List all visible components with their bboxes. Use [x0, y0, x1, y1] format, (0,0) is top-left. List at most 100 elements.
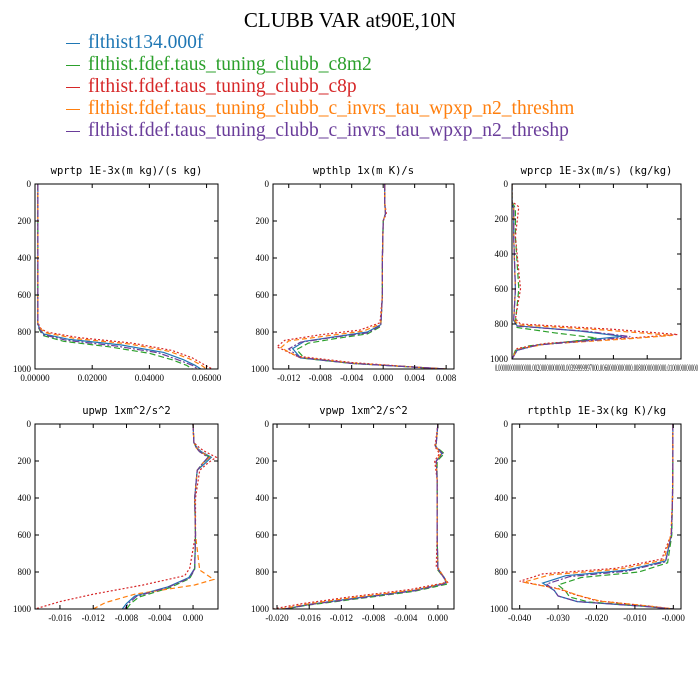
series-line [556, 424, 674, 609]
plot-frame [272, 183, 455, 370]
y-tick-label: 1000 [251, 604, 270, 614]
series-line [287, 184, 447, 369]
series-line [280, 424, 448, 609]
series-group [35, 424, 218, 609]
series-line [519, 424, 674, 609]
panel-title: wpthlp 1x(m K)/s [313, 165, 414, 177]
x-tick-label: 0.02000 [78, 373, 108, 383]
panel-title: vpwp 1xm^2/s^2 [319, 405, 408, 417]
x-tick-label: -0.016 [298, 613, 322, 623]
y-tick-label: 800 [18, 327, 32, 337]
y-tick-label: 200 [495, 456, 509, 466]
y-tick-label: 600 [495, 284, 509, 294]
series-line [284, 424, 447, 609]
x-tick-label: -0.004 [340, 373, 364, 383]
y-tick-label: 0 [265, 419, 270, 429]
y-tick-label: 1000 [13, 604, 32, 614]
series-line [284, 424, 449, 609]
y-tick-label: 200 [256, 216, 270, 226]
series-line [512, 184, 622, 359]
x-tick-label: -0.012 [277, 373, 300, 383]
x-tick-label: -0.010 [623, 613, 647, 623]
y-tick-label: 600 [495, 530, 509, 540]
x-tick-label: 0.0080000000000 [630, 363, 664, 373]
y-tick-label: 600 [256, 290, 270, 300]
panel-title: wprcp 1E-3x(m/s) (kg/kg) [521, 165, 673, 177]
x-tick-label: 0.000 [183, 613, 204, 623]
y-tick-label: 0 [504, 419, 509, 429]
x-tick-label: -0.008 [362, 613, 386, 623]
x-tick-label: -0.030 [546, 613, 570, 623]
series-group [275, 184, 447, 369]
y-tick-label: 800 [256, 567, 270, 577]
series-line [523, 424, 674, 609]
legend-swatch [66, 131, 80, 132]
series-group [519, 424, 674, 609]
y-tick-label: 400 [495, 493, 509, 503]
panel-title: upwp 1xm^2/s^2 [82, 405, 171, 417]
y-tick-label: 400 [256, 253, 270, 263]
legend-swatch [66, 87, 80, 88]
y-tick-label: 0 [27, 179, 32, 189]
x-tick-label: -0.012 [330, 613, 353, 623]
panel-title: wprtp 1E-3x(m kg)/(s kg) [51, 165, 203, 177]
plot-frame [34, 423, 219, 610]
x-tick-label: 0.0060000000000 [596, 363, 630, 373]
y-tick-label: 600 [256, 530, 270, 540]
series-line [295, 184, 447, 369]
legend-label: flthist.fdef.taus_tuning_clubb_c_invrs_t… [88, 98, 575, 119]
series-line [275, 184, 447, 369]
x-tick-label: -0.008 [115, 613, 139, 623]
y-tick-label: 200 [256, 456, 270, 466]
y-tick-label: 1000 [490, 604, 509, 614]
x-tick-label: 0.00000 [20, 373, 50, 383]
x-tick-label: 0.04000 [135, 373, 165, 383]
plot-frame [511, 423, 682, 610]
legend-swatch [66, 109, 80, 110]
plot-frame [272, 423, 455, 610]
y-tick-label: 0 [27, 419, 32, 429]
y-tick-label: 1000 [490, 354, 509, 364]
chart-panel: wprcp 1E-3x(m/s) (kg/kg) 0 200 400 600 800 100… [490, 165, 698, 373]
y-tick-label: 200 [18, 216, 32, 226]
legend-swatch [66, 43, 80, 44]
plot-frame [34, 183, 219, 370]
x-tick-label: -0.000 [662, 613, 686, 623]
x-tick-label: 0.000 [373, 373, 394, 383]
y-tick-label: 800 [18, 567, 32, 577]
x-tick-label: 0.004 [405, 373, 426, 383]
x-tick-label: -0.004 [148, 613, 172, 623]
y-tick-label: 400 [256, 493, 270, 503]
series-line [291, 184, 447, 369]
x-tick-label: 0.000 [428, 613, 449, 623]
legend-label: flthist.fdef.taus_tuning_clubb_c_invrs_t… [88, 120, 569, 141]
y-tick-label: 600 [18, 290, 32, 300]
series-line [512, 184, 631, 359]
y-tick-label: 0 [265, 179, 270, 189]
x-tick-label: -0.040 [508, 613, 532, 623]
x-tick-label: -0.008 [309, 373, 333, 383]
x-tick-label: 0.00000000000000 [495, 363, 529, 373]
plot-frame [511, 183, 682, 360]
series-line [124, 424, 209, 609]
y-tick-label: 800 [495, 319, 509, 329]
series-line [512, 184, 597, 359]
chart-panel: vpwp 1xm^2/s^2 0 200 400 600 800 1000-0.020 -0.… [251, 405, 455, 623]
chart-panel: wprtp 1E-3x(m kg)/(s kg) 0 200 400 600 800 100… [13, 165, 222, 383]
y-tick-label: 600 [18, 530, 32, 540]
y-tick-label: 1000 [251, 364, 270, 374]
series-line [284, 424, 447, 609]
series-line [545, 424, 674, 609]
x-tick-label: 0.0020000000000 [529, 363, 563, 373]
legend-label: flthist.fdef.taus_tuning_clubb_c8p [88, 76, 357, 97]
series-line [273, 424, 449, 609]
series-group [512, 184, 678, 359]
x-tick-label: -0.012 [82, 613, 105, 623]
figure-title: CLUBB VAR at90E,10N [243, 8, 457, 32]
series-line [126, 424, 211, 609]
chart-panel: wpthlp 1x(m K)/s02004006008001000-0.012-… [251, 165, 457, 383]
series-line [35, 424, 218, 609]
x-tick-label: -0.020 [585, 613, 609, 623]
y-tick-label: 0 [504, 179, 509, 189]
